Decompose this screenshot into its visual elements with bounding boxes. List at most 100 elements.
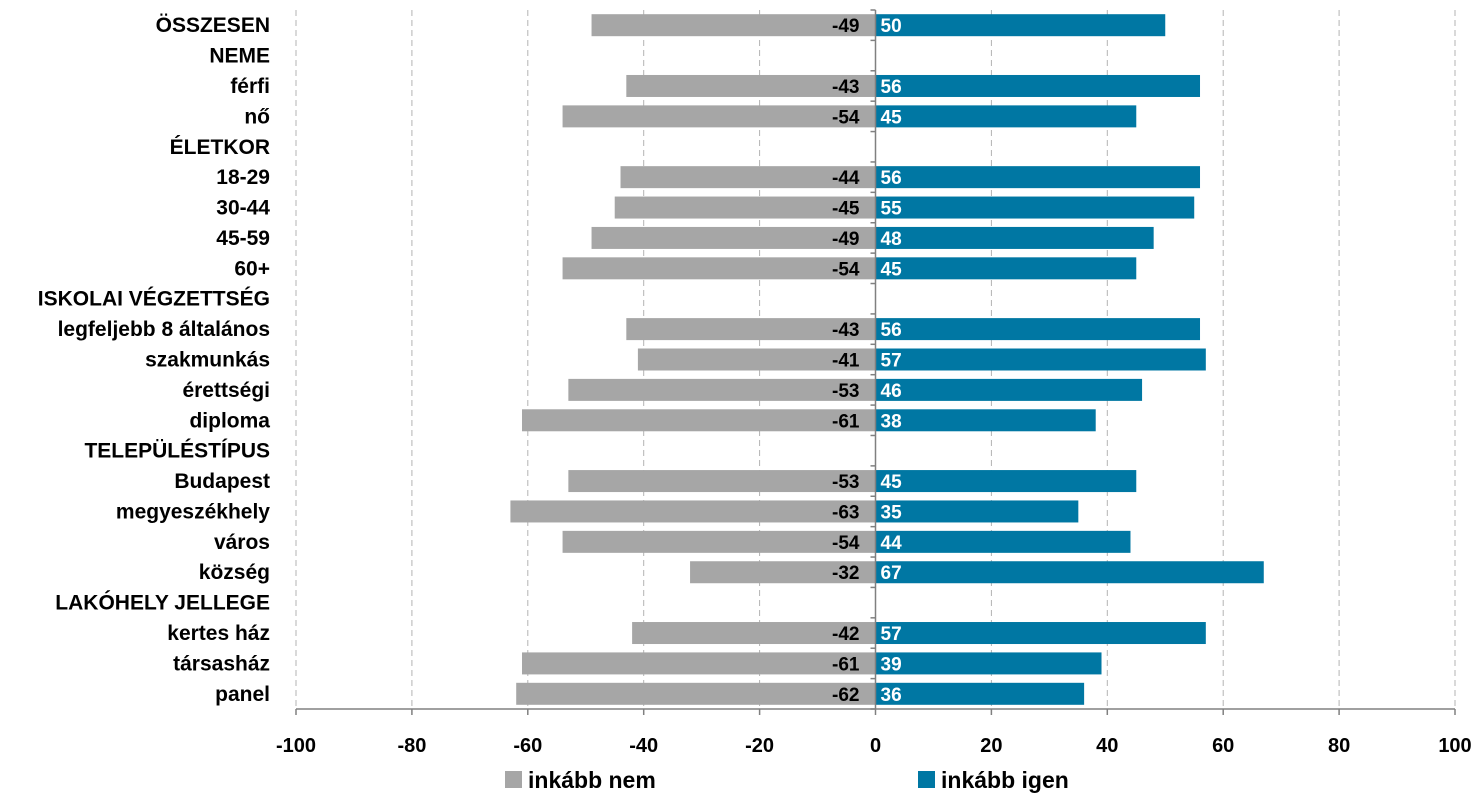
- category-label: NEME: [209, 45, 270, 68]
- bar-inkabb-igen: [875, 196, 1195, 219]
- x-tick-label: -20: [745, 735, 774, 757]
- bar-inkabb-nem: [591, 14, 876, 37]
- category-label: TELEPÜLÉSTÍPUS: [84, 440, 270, 463]
- data-label: -61: [832, 411, 860, 432]
- category-label: ISKOLAI VÉGZETTSÉG: [38, 288, 270, 311]
- data-label: -54: [832, 107, 860, 128]
- data-label: -42: [832, 624, 859, 645]
- data-label: -63: [832, 502, 859, 523]
- legend: inkább nem inkább igen: [505, 767, 1069, 793]
- x-tick-label: -80: [397, 735, 426, 757]
- bar-inkabb-igen: [875, 561, 1264, 584]
- x-tick-label: -60: [513, 735, 542, 757]
- legend-swatch: [918, 771, 935, 788]
- data-label: -45: [832, 199, 860, 220]
- x-tick-label: 20: [980, 735, 1002, 757]
- bar-inkabb-nem: [562, 105, 876, 128]
- category-label: 18-29: [216, 166, 270, 189]
- category-label: Budapest: [174, 470, 270, 493]
- data-label: 46: [881, 381, 902, 402]
- bar-inkabb-nem: [591, 226, 876, 249]
- legend-swatch: [505, 771, 522, 788]
- bar-inkabb-nem: [510, 500, 876, 523]
- category-label: 30-44: [216, 197, 270, 220]
- category-label: 45-59: [216, 227, 270, 250]
- bar-inkabb-nem: [690, 561, 876, 584]
- data-label: 36: [881, 685, 902, 706]
- bar-inkabb-igen: [875, 378, 1143, 401]
- bar-inkabb-nem: [516, 682, 876, 705]
- data-label: -54: [832, 259, 860, 280]
- category-label: ÖSSZESEN: [156, 14, 270, 37]
- bar-inkabb-igen: [875, 74, 1201, 97]
- data-label: -61: [832, 654, 860, 675]
- bar-inkabb-igen: [875, 530, 1131, 553]
- bar-inkabb-nem: [626, 74, 876, 97]
- bar-inkabb-igen: [875, 348, 1206, 371]
- bar-inkabb-nem: [562, 530, 876, 553]
- data-label: 39: [881, 654, 902, 675]
- bar-inkabb-igen: [875, 682, 1085, 705]
- category-label: férfi: [230, 75, 270, 98]
- data-label: 45: [881, 259, 903, 280]
- legend-label: inkább igen: [941, 767, 1069, 793]
- bar-inkabb-igen: [875, 470, 1137, 493]
- legend-label: inkább nem: [528, 767, 656, 793]
- x-tick-label: 40: [1096, 735, 1118, 757]
- bar-inkabb-nem: [522, 409, 876, 432]
- bar-inkabb-igen: [875, 500, 1079, 523]
- bar-inkabb-nem: [632, 622, 876, 645]
- category-label: szakmunkás: [145, 349, 270, 372]
- data-label: -49: [832, 16, 859, 37]
- category-label: érettségi: [182, 379, 270, 402]
- category-label: 60+: [234, 257, 270, 280]
- data-label: -62: [832, 685, 859, 706]
- data-label: -49: [832, 229, 859, 250]
- category-label: társasház: [173, 652, 270, 675]
- value-labels: -49 50 -43 56 -54 45 -44 56 -45 55 -49 48 -54 45 -43 56…: [832, 16, 902, 706]
- data-label: 35: [881, 502, 903, 523]
- data-label: -53: [832, 381, 859, 402]
- x-tick-label: 60: [1212, 735, 1234, 757]
- data-label: -53: [832, 472, 859, 493]
- data-label: 56: [881, 320, 902, 341]
- category-label: város: [214, 531, 270, 554]
- x-tick-label: 100: [1438, 735, 1471, 757]
- bar-inkabb-nem: [568, 378, 876, 401]
- data-label: 67: [881, 563, 902, 584]
- category-label: diploma: [189, 409, 270, 432]
- data-label: -32: [832, 563, 859, 584]
- data-label: -41: [832, 351, 860, 372]
- bar-inkabb-nem: [626, 318, 876, 341]
- bar-inkabb-igen: [875, 166, 1201, 189]
- category-label: község: [199, 561, 270, 584]
- bar-inkabb-nem: [568, 470, 876, 493]
- bar-inkabb-igen: [875, 257, 1137, 280]
- data-label: 57: [881, 624, 902, 645]
- bar-inkabb-nem: [620, 166, 876, 189]
- bar-inkabb-igen: [875, 318, 1201, 341]
- x-tick-label: -40: [629, 735, 658, 757]
- data-label: 55: [881, 199, 903, 220]
- bar-inkabb-igen: [875, 652, 1102, 675]
- x-tick-label: -100: [276, 735, 316, 757]
- gridlines: [295, 10, 1456, 709]
- data-label: 38: [881, 411, 902, 432]
- data-label: 57: [881, 351, 902, 372]
- data-label: 45: [881, 472, 903, 493]
- tick-labels: -100 -80 -60 -40 -20 0 20 40 60 80 100: [276, 735, 1472, 757]
- category-labels: ÖSSZESEN NEME férfi nő ÉLETKOR 18-29 30-44 45-5…: [38, 14, 271, 706]
- category-label: megyeszékhely: [116, 500, 270, 523]
- bar-inkabb-igen: [875, 622, 1206, 645]
- data-label: -54: [832, 533, 860, 554]
- data-label: 48: [881, 229, 902, 250]
- category-label: nő: [244, 105, 270, 128]
- axes: [295, 9, 1456, 715]
- bar-inkabb-nem: [562, 257, 876, 280]
- bar-inkabb-igen: [875, 226, 1154, 249]
- bars: [510, 14, 1264, 705]
- category-label: panel: [215, 683, 270, 706]
- category-label: ÉLETKOR: [170, 136, 270, 159]
- data-label: 56: [881, 168, 902, 189]
